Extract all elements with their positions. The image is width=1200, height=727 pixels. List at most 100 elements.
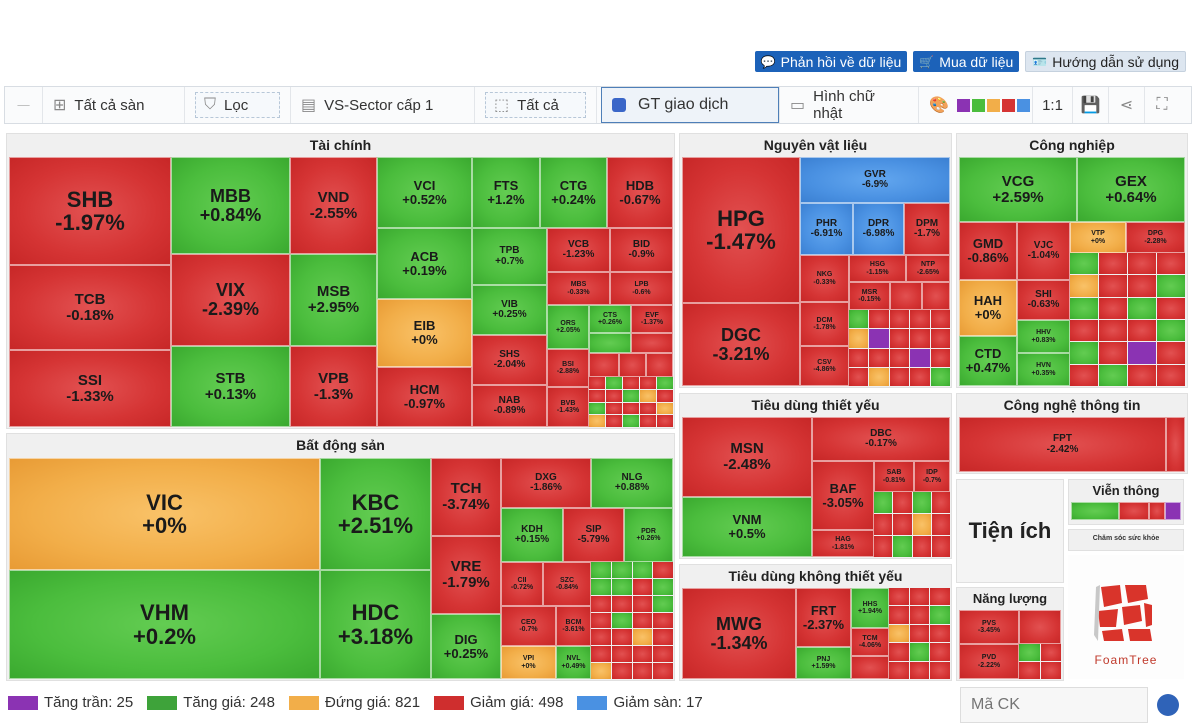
- stock-cell-hdc[interactable]: HDC +3.18%: [320, 570, 431, 679]
- stock-cell-hvn[interactable]: HVN +0.35%: [1017, 353, 1070, 386]
- stock-cell-dpr[interactable]: DPR -6.98%: [853, 203, 904, 255]
- stock-cell-small[interactable]: [589, 353, 619, 377]
- stock-cell-nkg[interactable]: NKG -0.33%: [800, 255, 849, 302]
- stock-cell-hdb[interactable]: HDB -0.67%: [607, 157, 673, 228]
- stock-cell-hag[interactable]: HAG -1.81%: [812, 530, 874, 557]
- stock-cell-dig[interactable]: DIG +0.25%: [431, 614, 501, 679]
- guide-button[interactable]: 🪪 Hướng dẫn sử dụng: [1025, 51, 1186, 72]
- stock-cell-baf[interactable]: BAF -3.05%: [812, 461, 874, 530]
- stock-cluster-small[interactable]: [874, 492, 950, 557]
- stock-cell-cii[interactable]: CII -0.72%: [501, 562, 543, 606]
- stock-cell-vci[interactable]: VCI +0.52%: [377, 157, 472, 228]
- stock-cell-vhm[interactable]: VHM +0.2%: [9, 570, 320, 679]
- stock-cell-small[interactable]: [631, 333, 673, 353]
- stock-cell-hsg[interactable]: HSG -1.15%: [849, 255, 906, 282]
- buy-data-button[interactable]: 🛒 Mua dữ liệu: [913, 51, 1020, 72]
- share-button[interactable]: ⋖: [1109, 87, 1145, 123]
- stock-cell-kbc[interactable]: KBC +2.51%: [320, 458, 431, 570]
- stock-cell-lpb[interactable]: LPB -0.6%: [610, 272, 673, 305]
- stock-cell-bvb[interactable]: BVB -1.43%: [547, 387, 589, 427]
- stock-cell-phr[interactable]: PHR -6.91%: [800, 203, 853, 255]
- stock-cell-vcb[interactable]: VCB -1.23%: [547, 228, 610, 272]
- stock-cell-bid[interactable]: BID -0.9%: [610, 228, 673, 272]
- stock-cell-dpg[interactable]: DPG -2.28%: [1126, 222, 1185, 253]
- stock-cluster-small[interactable]: [589, 377, 673, 427]
- stock-cell-small[interactable]: [1119, 502, 1149, 520]
- stock-cell-tcb[interactable]: TCB -0.18%: [9, 265, 171, 350]
- stock-cell-small[interactable]: [922, 282, 950, 310]
- stock-cell-nlg[interactable]: NLG +0.88%: [591, 458, 673, 508]
- stock-cell-msb[interactable]: MSB +2.95%: [290, 254, 377, 346]
- stock-cell-vnd[interactable]: VND -2.55%: [290, 157, 377, 254]
- stock-cell-gmd[interactable]: GMD -0.86%: [959, 222, 1017, 280]
- stock-cell-small[interactable]: [851, 656, 889, 679]
- exchange-select[interactable]: ⊞ Tất cả sàn: [43, 87, 185, 123]
- stock-cell-vcg[interactable]: VCG +2.59%: [959, 157, 1077, 222]
- stock-cell-msr[interactable]: MSR -0.15%: [849, 282, 890, 310]
- legend-item-tang-tran[interactable]: Tăng trần: 25: [8, 694, 133, 711]
- stock-cell-vtp[interactable]: VTP +0%: [1070, 222, 1126, 253]
- stock-cell-mbs[interactable]: MBS -0.33%: [547, 272, 610, 305]
- stock-cell-tpb[interactable]: TPB +0.7%: [472, 228, 547, 285]
- stock-cell-hah[interactable]: HAH +0%: [959, 280, 1017, 336]
- stock-cell-fts[interactable]: FTS +1.2%: [472, 157, 540, 228]
- sector-cham-soc[interactable]: Chăm sóc sức khỏe: [1068, 529, 1184, 551]
- stock-cell-vpi[interactable]: VPI +0%: [501, 646, 556, 679]
- stock-cell-vjc[interactable]: VJC -1.04%: [1017, 222, 1070, 280]
- stock-cell-small[interactable]: [1149, 502, 1165, 520]
- stock-cell-hpg[interactable]: HPG -1.47%: [682, 157, 800, 303]
- legend-item-dung-gia[interactable]: Đứng giá: 821: [288, 694, 420, 711]
- feedback-button[interactable]: 💬 Phản hồi về dữ liệu: [754, 51, 908, 72]
- stock-cell-bcm[interactable]: BCM -3.61%: [556, 606, 591, 646]
- sector-select[interactable]: ▤ VS-Sector cấp 1: [291, 87, 475, 123]
- stock-cell-mbb[interactable]: MBB +0.84%: [171, 157, 290, 254]
- fullscreen-button[interactable]: ⛶: [1145, 87, 1179, 123]
- stock-cell-vre[interactable]: VRE -1.79%: [431, 536, 501, 614]
- stock-cluster-small[interactable]: [1019, 644, 1061, 679]
- stock-cell-ntp[interactable]: NTP -2.65%: [906, 255, 950, 282]
- stock-cell-frt[interactable]: FRT -2.37%: [796, 588, 851, 647]
- globe-icon[interactable]: [1157, 694, 1179, 716]
- stock-cell-small[interactable]: [589, 333, 631, 353]
- stock-cell-nab[interactable]: NAB -0.89%: [472, 385, 547, 427]
- stock-cell-ctg[interactable]: CTG +0.24%: [540, 157, 607, 228]
- stock-cell-hhs[interactable]: HHS +1.94%: [851, 588, 889, 628]
- stock-cell-small[interactable]: [646, 353, 673, 377]
- stock-cell-shb[interactable]: SHB -1.97%: [9, 157, 171, 265]
- stock-cell-sip[interactable]: SIP -5.79%: [563, 508, 624, 562]
- stock-cell-mwg[interactable]: MWG -1.34%: [682, 588, 796, 679]
- stock-cell-pvd[interactable]: PVD -2.22%: [959, 644, 1019, 679]
- stock-cell-small[interactable]: [619, 353, 646, 377]
- shape-select[interactable]: ▭ Hình chữ nhật: [779, 87, 919, 123]
- stock-cell-small[interactable]: [1019, 610, 1061, 644]
- stock-cell-gex[interactable]: GEX +0.64%: [1077, 157, 1185, 222]
- collapse-button[interactable]: ⏤: [5, 87, 43, 123]
- stock-cell-bsi[interactable]: BSI -2.88%: [547, 349, 589, 387]
- stock-cluster-small[interactable]: [849, 310, 950, 386]
- stock-cell-vic[interactable]: VIC +0%: [9, 458, 320, 570]
- legend-item-tang-gia[interactable]: Tăng giá: 248: [147, 694, 275, 711]
- stock-cell-ssi[interactable]: SSI -1.33%: [9, 350, 171, 427]
- stock-cell-dcm[interactable]: DCM -1.78%: [800, 302, 849, 346]
- stock-cell-tch[interactable]: TCH -3.74%: [431, 458, 501, 536]
- legend-item-giam-gia[interactable]: Giảm giá: 498: [434, 694, 563, 711]
- stock-cell-small[interactable]: [890, 282, 922, 310]
- stock-cell-small[interactable]: [1071, 502, 1119, 520]
- stock-cell-acb[interactable]: ACB +0.19%: [377, 228, 472, 299]
- stock-cell-ctd[interactable]: CTD +0.47%: [959, 336, 1017, 386]
- stock-cell-sab[interactable]: SAB -0.81%: [874, 461, 914, 492]
- stock-cell-kdh[interactable]: KDH +0.15%: [501, 508, 563, 562]
- stock-cell-vnm[interactable]: VNM +0.5%: [682, 497, 812, 557]
- stock-cell-hcm[interactable]: HCM -0.97%: [377, 367, 472, 427]
- ratio-button[interactable]: 1:1: [1033, 87, 1073, 123]
- stock-cell-pvs[interactable]: PVS -3.45%: [959, 610, 1019, 644]
- stock-cell-vix[interactable]: VIX -2.39%: [171, 254, 290, 346]
- stock-cell-shi[interactable]: SHI -0.63%: [1017, 280, 1070, 320]
- palette-select[interactable]: 🎨: [919, 87, 1033, 123]
- stock-cell-vib[interactable]: VIB +0.25%: [472, 285, 547, 335]
- stock-cell-stb[interactable]: STB +0.13%: [171, 346, 290, 427]
- stock-search-input[interactable]: [960, 687, 1148, 723]
- stock-cell-evf[interactable]: EVF -1.37%: [631, 305, 673, 333]
- stock-cell-dbc[interactable]: DBC -0.17%: [812, 417, 950, 461]
- stock-cluster-small[interactable]: [889, 588, 950, 679]
